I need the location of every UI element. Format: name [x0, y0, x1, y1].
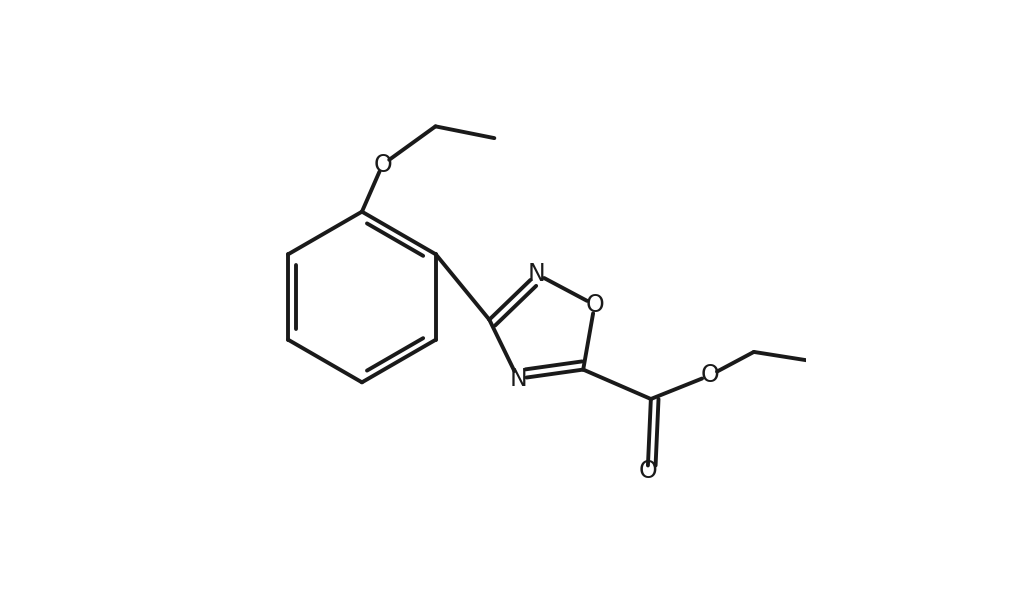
- Text: N: N: [509, 366, 527, 391]
- Text: O: O: [586, 293, 604, 317]
- Text: O: O: [373, 153, 392, 176]
- Text: N: N: [527, 262, 546, 286]
- Text: O: O: [639, 459, 657, 483]
- Text: O: O: [700, 364, 719, 387]
